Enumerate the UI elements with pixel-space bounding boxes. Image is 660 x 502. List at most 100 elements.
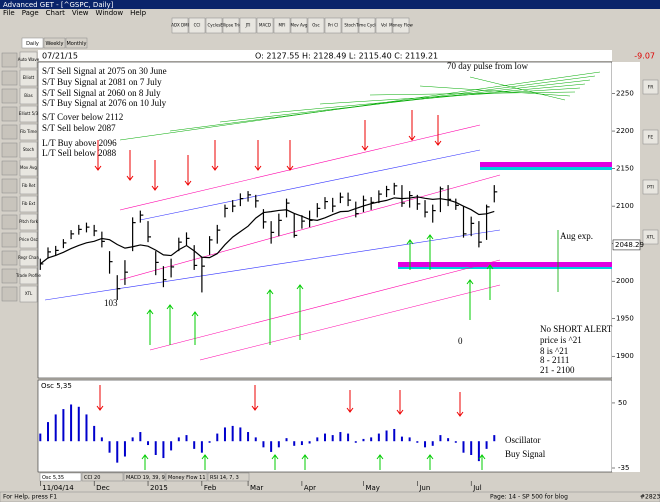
indicator-tab[interactable] [123,472,166,482]
tool-icon[interactable] [1,70,18,86]
period-tab-label: Weekly [45,41,63,47]
tool-icon[interactable] [1,196,18,212]
tool-button[interactable] [19,69,38,87]
tool-button[interactable] [19,51,38,69]
signal-arrowhead [266,289,274,295]
tool-icon[interactable] [1,232,18,248]
toolbar-label: JTI [245,23,251,28]
osc-bar [108,441,111,453]
menu-item[interactable]: Chart [46,9,65,17]
toolbar-button[interactable] [256,17,274,34]
indicator-tab[interactable] [81,472,124,482]
tool-icon[interactable] [1,214,18,230]
toolbar-button[interactable] [188,17,206,34]
status-bar [0,491,660,502]
tool-button[interactable] [19,285,38,303]
toolbar-label: Mov Avg [291,23,308,28]
indicator-tab-label: Osc 5,35 [42,475,64,481]
osc-bar [347,433,350,442]
tool-button[interactable] [19,249,38,267]
period-tab[interactable] [65,37,88,49]
osc-bar [239,427,242,442]
tool-button[interactable] [19,213,38,231]
tool-label: Elliott 5/3 [19,111,39,116]
right-tool-button[interactable] [642,129,659,145]
tool-icon[interactable] [1,178,18,194]
toolbar-label: Osc [312,23,319,28]
signal-arrowhead [376,454,384,460]
tool-icon[interactable] [1,106,18,122]
pane-title: Osc 5,35 [41,382,72,390]
tool-icon[interactable] [1,124,18,140]
osc-bar [77,406,80,442]
tool-icon[interactable] [1,268,18,284]
tool-icon[interactable] [1,142,18,158]
price-marker-box [612,239,641,251]
toolbar-label: ADX DMI [171,23,189,28]
toolbar-button[interactable] [375,17,393,34]
tool-button[interactable] [19,105,38,123]
indicator-tab[interactable] [39,472,82,482]
toolbar-button[interactable] [358,17,376,34]
tool-icon[interactable] [1,88,18,104]
menu-item[interactable]: View [72,9,89,17]
tool-icon[interactable] [1,250,18,266]
tool-button[interactable] [19,267,38,285]
tool-button[interactable] [19,177,38,195]
osc-bar [485,441,488,449]
tool-button[interactable] [19,87,38,105]
toolbar-button[interactable] [205,17,223,34]
menu-item[interactable]: Help [130,9,147,17]
tool-label: Regr Chan [18,255,39,260]
period-tab[interactable] [21,37,44,49]
annotation: Buy Signal [505,449,546,459]
tool-button[interactable] [19,231,38,249]
right-tool-button[interactable] [642,179,659,195]
tool-icon[interactable] [1,286,18,302]
osc-bar [170,441,173,451]
toolbar-button[interactable] [307,17,325,34]
period-tab[interactable] [43,37,66,49]
toolbar-button[interactable] [171,17,189,34]
toolbar-button[interactable] [273,17,291,34]
tool-icon[interactable] [1,160,18,176]
toolbar-button[interactable] [222,17,240,34]
right-tool-button[interactable] [642,229,659,245]
indicator-tab[interactable] [165,472,208,482]
toolbar-button[interactable] [239,17,257,34]
toolbar-label: Vol [381,23,387,28]
period-tab-label: Daily [26,41,39,47]
pulse-line [419,85,571,97]
osc-bar [493,435,496,442]
tool-button[interactable] [19,123,38,141]
x-tick-label: May [365,484,379,492]
menu-item[interactable]: Page [22,9,39,17]
signal-arrowhead [434,140,442,146]
annotation: S/T Buy Signal at 2081 on 7 July [42,77,162,87]
osc-bar [116,441,119,463]
tool-button[interactable] [19,159,38,177]
toolbar-button[interactable] [324,17,342,34]
annotation: 8 - 2111 [540,355,569,365]
annotation: 70 day pulse from low [447,61,528,71]
annotation: S/T Cover below 2112 [42,112,123,122]
menu-item[interactable]: File [3,9,15,17]
tool-button[interactable] [19,141,38,159]
signal-arrowhead [466,279,474,285]
right-tool-button[interactable] [642,79,659,95]
toolbar-button[interactable] [341,17,359,34]
osc-bar [216,433,219,442]
signal-arrowhead [251,405,259,411]
toolbar-button[interactable] [290,17,308,34]
signal-arrowhead [211,165,219,171]
indicator-tab-label: Money Flow 11 [168,475,206,481]
menu-item[interactable]: Window [96,9,124,17]
indicator-tab[interactable] [207,472,250,482]
tool-button[interactable] [19,195,38,213]
tool-icon[interactable] [1,52,18,68]
title-bar [0,0,660,9]
info-change: -9.07 [634,52,655,61]
x-tick-label: Mar [250,484,263,492]
toolbar-button[interactable] [392,17,410,34]
osc-bar [316,437,319,442]
